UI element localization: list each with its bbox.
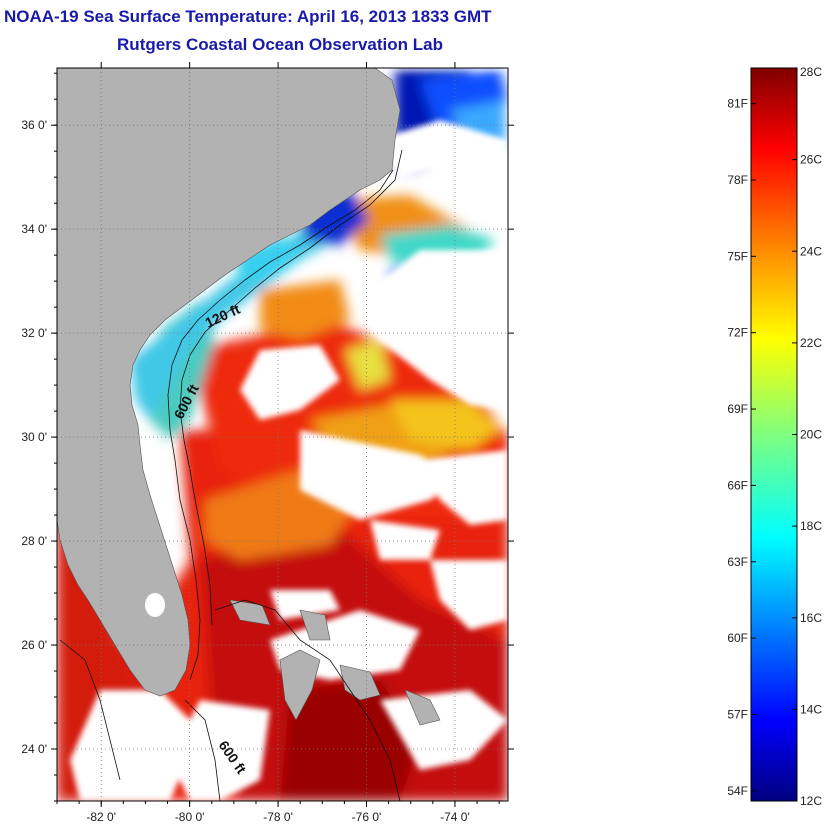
colorbar-fahrenheit-label: 66F	[727, 478, 748, 492]
lon-tick-label: -82 0'	[86, 810, 116, 824]
lat-tick-label: 36 0'	[21, 118, 47, 132]
land-mass	[57, 68, 441, 726]
map-frame	[56, 67, 509, 802]
colorbar-fahrenheit-label: 63F	[727, 555, 748, 569]
lat-tick-label: 26 0'	[21, 638, 47, 652]
lon-tick-label: -80 0'	[175, 810, 205, 824]
lat-tick-label: 30 0'	[21, 430, 47, 444]
colorbar-celsius-label: 14C	[800, 702, 822, 716]
colorbar-fahrenheit-label: 69F	[727, 402, 748, 416]
colorbar: 28C 26C 24C 22C 20C 18C 16C 14C 12C 81F 78F 75F 72F 6…	[727, 65, 822, 808]
axis-labels: -82 0' -80 0' -78 0' -76 0' -74 0' 24 0' 26 0'…	[21, 118, 469, 824]
lat-tick-label: 24 0'	[21, 742, 47, 756]
lon-tick-label: -78 0'	[263, 810, 293, 824]
axis-ticks	[51, 62, 514, 807]
colorbar-celsius-label: 26C	[800, 153, 822, 167]
map-title: NOAA-19 Sea Surface Temperature: April 1…	[4, 7, 492, 26]
lat-tick-label: 28 0'	[21, 534, 47, 548]
lake-okeechobee	[145, 593, 165, 617]
colorbar-celsius-label: 20C	[800, 428, 822, 442]
lon-tick-label: -76 0'	[352, 810, 382, 824]
colorbar-celsius-label: 16C	[800, 611, 822, 625]
map-subtitle: Rutgers Coastal Ocean Observation Lab	[117, 35, 443, 54]
colorbar-celsius-label: 24C	[800, 244, 822, 258]
lon-tick-label: -74 0'	[440, 810, 470, 824]
colorbar-celsius-label: 18C	[800, 519, 822, 533]
colorbar-fahrenheit-label: 75F	[727, 249, 748, 263]
colorbar-gradient	[750, 67, 798, 802]
colorbar-fahrenheit-label: 54F	[727, 784, 748, 798]
cloud-cover	[60, 68, 508, 801]
colorbar-fahrenheit-label: 81F	[727, 97, 748, 111]
colorbar-fahrenheit-label: 57F	[727, 707, 748, 721]
colorbar-fahrenheit-label: 72F	[727, 326, 748, 340]
lat-tick-label: 34 0'	[21, 222, 47, 236]
colorbar-fahrenheit-label: 78F	[727, 173, 748, 187]
colorbar-celsius-label: 12C	[800, 794, 822, 808]
colorbar-fahrenheit-label: 60F	[727, 631, 748, 645]
colorbar-celsius-label: 28C	[800, 65, 822, 79]
colorbar-celsius-label: 22C	[800, 336, 822, 350]
map-plot-area: 120 ft 600 ft 600 ft	[57, 68, 508, 801]
lat-tick-label: 32 0'	[21, 326, 47, 340]
bathymetry-contours	[59, 149, 403, 801]
